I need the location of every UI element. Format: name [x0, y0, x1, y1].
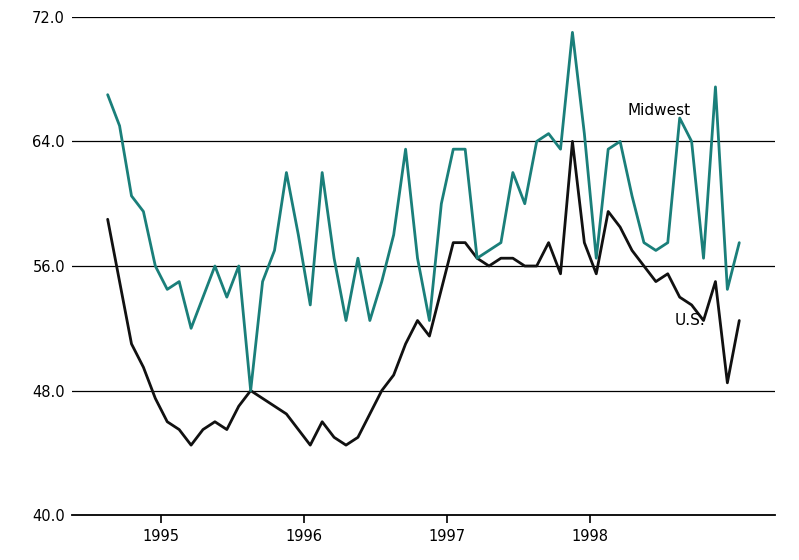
- Text: Midwest: Midwest: [627, 103, 690, 118]
- Text: U.S.: U.S.: [675, 312, 706, 328]
